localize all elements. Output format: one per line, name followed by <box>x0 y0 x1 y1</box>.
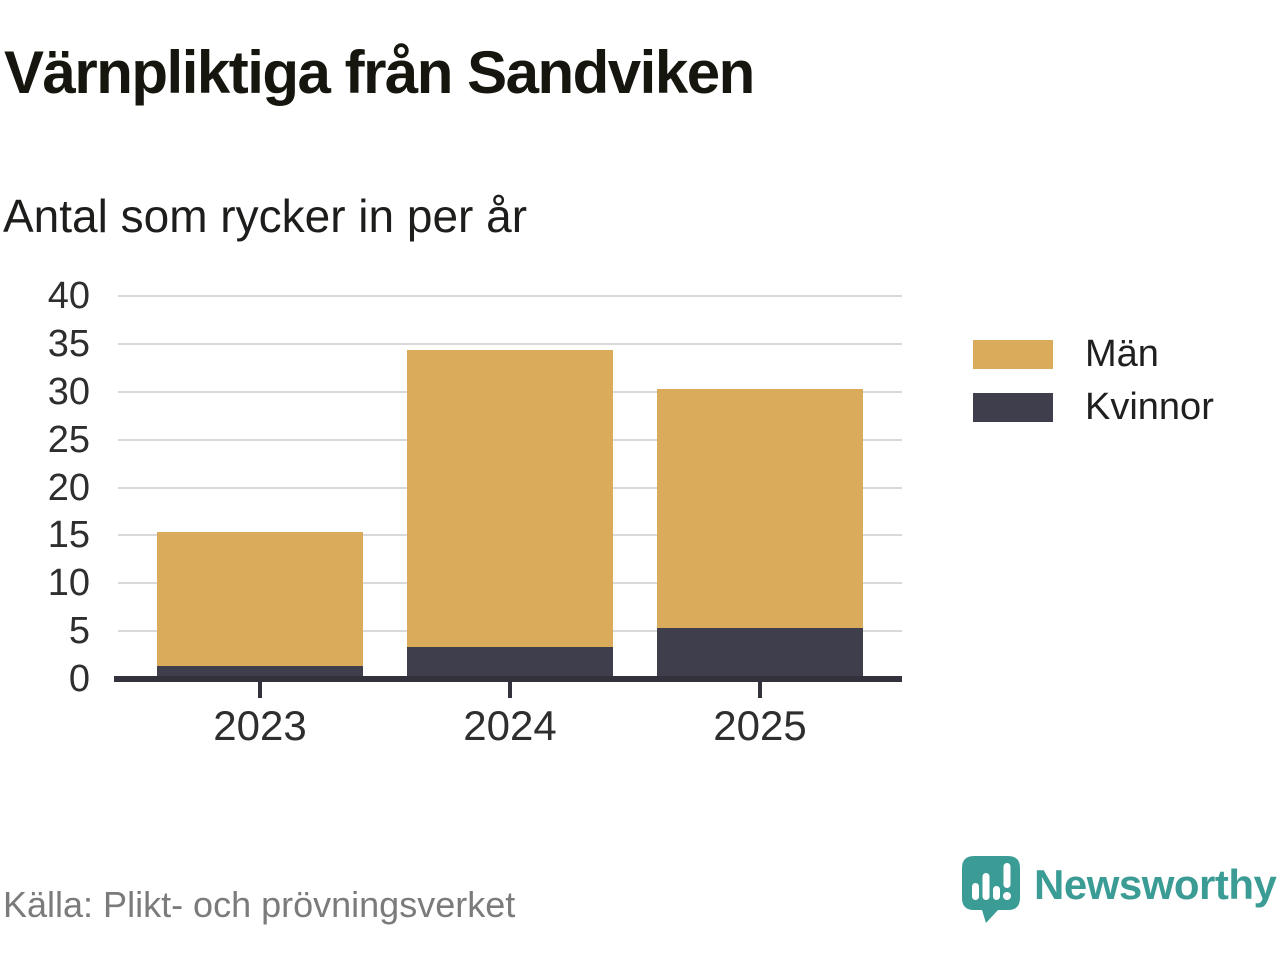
brand: Newsworthy <box>962 856 1277 924</box>
newsworthy-logo-icon <box>962 856 1020 923</box>
y-axis-tick-label-20: 20 <box>47 466 90 509</box>
gridline-40 <box>118 295 902 297</box>
x-axis-label-2023: 2023 <box>213 702 307 749</box>
y-axis-tick-label-15: 15 <box>47 514 90 557</box>
legend-item-men: Män <box>973 330 1159 378</box>
bar-segment-2024-kvinnor <box>407 647 613 676</box>
bar-segment-2025-kvinnor <box>657 628 863 676</box>
x-axis-label-2024: 2024 <box>463 702 557 749</box>
y-axis-tick-label-35: 35 <box>47 322 90 365</box>
bar-segment-2025-män <box>657 388 863 629</box>
y-axis-tick-label-30: 30 <box>47 370 90 413</box>
y-axis-tick-label-5: 5 <box>68 610 90 653</box>
x-axis-tick-2024 <box>508 682 512 698</box>
y-axis-tick-label-0: 0 <box>68 658 90 700</box>
legend-swatch-women <box>973 392 1053 422</box>
legend-swatch-men <box>973 339 1053 369</box>
x-axis-line <box>114 676 902 682</box>
chart-subtitle: Antal som rycker in per år <box>3 190 528 242</box>
bar-segment-2023-män <box>157 532 363 667</box>
bar-segment-2023-kvinnor <box>157 666 363 676</box>
bar-segment-2024-män <box>407 350 613 648</box>
y-axis-tick-label-40: 40 <box>47 275 90 317</box>
gridline-35 <box>118 342 902 345</box>
y-axis-tick-label-25: 25 <box>47 418 90 461</box>
x-axis-tick-2025 <box>758 682 762 698</box>
x-axis-tick-2023 <box>258 682 262 698</box>
legend-label-men: Män <box>1085 332 1159 375</box>
page-title: Värnpliktiga från Sandviken <box>4 39 755 106</box>
legend-item-women: Kvinnor <box>973 383 1214 431</box>
y-axis-tick-label-10: 10 <box>47 562 90 605</box>
x-axis-label-2025: 2025 <box>713 702 807 749</box>
legend-label-women: Kvinnor <box>1085 385 1214 428</box>
brand-name: Newsworthy <box>1034 861 1277 908</box>
source-caption: Källa: Plikt- och prövningsverket <box>3 884 516 925</box>
